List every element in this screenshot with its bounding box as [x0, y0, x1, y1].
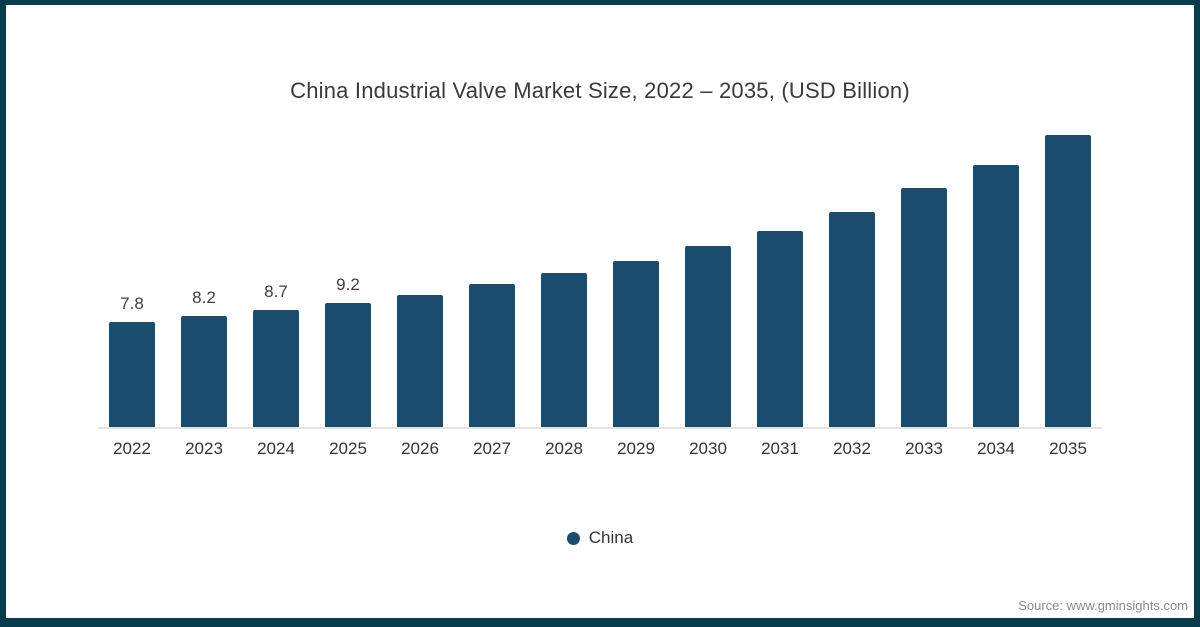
x-axis-tick-label: 2030: [689, 439, 727, 458]
bar-column: 2026: [397, 123, 443, 458]
bar: [253, 309, 299, 427]
bar-column: 8.7 2024: [253, 123, 299, 458]
x-axis-tick-label: 2029: [617, 439, 655, 458]
bar: [541, 273, 587, 427]
x-axis-tick-label: 2034: [977, 439, 1015, 458]
bar: [685, 246, 731, 427]
bar-chart: 7.8 2022 8.2 2023 8.7 2024 9.2 2025 2026 2027 2028…: [109, 123, 1091, 458]
x-axis-line: [98, 427, 1102, 429]
bar: [109, 321, 155, 427]
legend-label-china: China: [588, 528, 634, 547]
bar: [1045, 135, 1091, 427]
x-axis-tick-label: 2035: [1049, 439, 1087, 458]
x-axis-tick-label: 2028: [545, 439, 583, 458]
bar-column: 2034: [973, 123, 1019, 458]
bar-column: 2035: [1045, 123, 1091, 458]
x-axis-tick-label: 2023: [185, 439, 223, 458]
bar: [829, 212, 875, 427]
bar: [613, 260, 659, 427]
bar: [469, 283, 515, 427]
source-attribution: Source: www.gminsights.com: [1018, 598, 1188, 613]
bar: [181, 316, 227, 427]
bar-value-label: 9.2: [336, 274, 360, 294]
legend-marker-china: [566, 531, 580, 545]
bar-column: 2030: [685, 123, 731, 458]
bar: [397, 294, 443, 427]
bar: [973, 164, 1019, 427]
bar-column: 7.8 2022: [109, 123, 155, 458]
x-axis-tick-label: 2033: [905, 439, 943, 458]
bar-column: 9.2 2025: [325, 123, 371, 458]
bar-column: 2031: [757, 123, 803, 458]
bar-value-label: 7.8: [120, 293, 144, 313]
bar-value-label: 8.2: [192, 288, 216, 308]
x-axis-tick-label: 2027: [473, 439, 511, 458]
legend: China: [6, 528, 1194, 548]
bar-column: 2032: [829, 123, 875, 458]
bar: [325, 302, 371, 427]
bar-column: 2027: [469, 123, 515, 458]
x-axis-tick-label: 2025: [329, 439, 367, 458]
bar-value-label: 8.7: [264, 281, 288, 301]
x-axis-tick-label: 2032: [833, 439, 871, 458]
x-axis-tick-label: 2026: [401, 439, 439, 458]
bar-column: 8.2 2023: [181, 123, 227, 458]
bar-column: 2033: [901, 123, 947, 458]
bar-column: 2029: [613, 123, 659, 458]
x-axis-tick-label: 2022: [113, 439, 151, 458]
bar-column: 2028: [541, 123, 587, 458]
x-axis-tick-label: 2024: [257, 439, 295, 458]
bar: [901, 187, 947, 427]
chart-title: China Industrial Valve Market Size, 2022…: [290, 78, 910, 103]
bar: [757, 231, 803, 427]
chart-canvas: China Industrial Valve Market Size, 2022…: [6, 5, 1194, 618]
x-axis-tick-label: 2031: [761, 439, 799, 458]
